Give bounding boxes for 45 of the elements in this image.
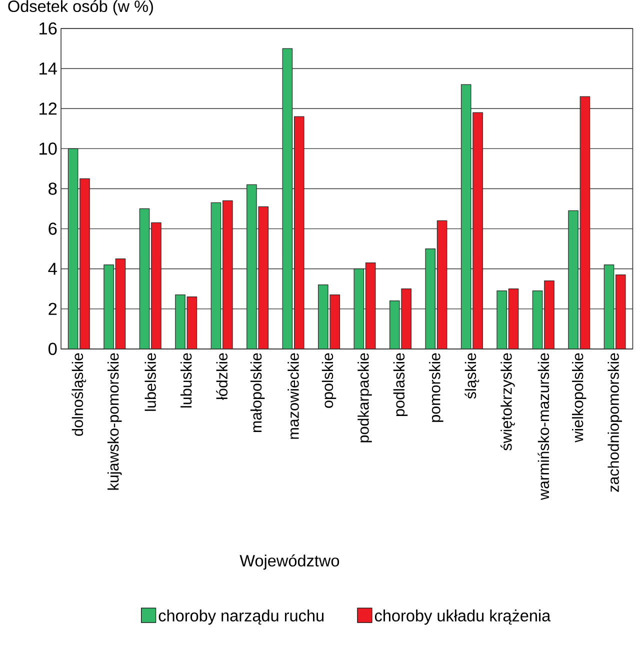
bar <box>366 262 376 349</box>
y-tick-label: 12 <box>40 102 57 115</box>
bar <box>151 222 162 349</box>
bar <box>437 220 448 349</box>
y-tick-label: 10 <box>40 142 57 155</box>
y-tick-label: 14 <box>40 62 58 74</box>
bar <box>115 258 126 349</box>
bar <box>616 274 626 349</box>
x-tick-label: lubuskie <box>180 353 192 408</box>
bar <box>472 112 484 349</box>
x-axis-title: Województwo <box>240 554 340 570</box>
x-tick-label: dolnośląskie <box>72 353 86 436</box>
x-tick-label: podlaskie <box>393 353 408 416</box>
x-tick-label: wielkopolskie <box>572 353 586 442</box>
bar <box>186 296 198 349</box>
y-tick-label: 2 <box>48 302 57 315</box>
x-tick-label: łódzkie <box>216 353 228 400</box>
x-tick-label: świętokrzyskie <box>500 353 515 450</box>
x-tick-label: małopolskie <box>250 353 265 432</box>
bar <box>508 288 519 349</box>
y-axis-title: Odsetek osób (w %) <box>8 0 154 16</box>
y-tick-label: 16 <box>40 22 57 35</box>
bar <box>80 178 90 349</box>
y-tick-label: 8 <box>48 182 57 195</box>
x-tick-label: podkarpackie <box>358 353 372 442</box>
bar <box>222 200 233 349</box>
legend-label: choroby narządu ruchu <box>158 610 324 625</box>
bar <box>258 206 269 349</box>
y-tick-label: 4 <box>48 262 58 275</box>
x-tick-label: kujawsko-pomorskie <box>108 353 122 490</box>
bar <box>544 280 554 349</box>
bar <box>401 288 412 349</box>
y-tick-label: 6 <box>48 222 57 235</box>
x-tick-label: śląskie <box>464 353 480 399</box>
bar <box>580 96 590 349</box>
legend-label: choroby układu krążenia <box>375 610 551 625</box>
x-tick-label: opolskie <box>322 353 336 408</box>
x-tick-label: warmińsko-mazurskie <box>538 353 550 500</box>
x-tick-label: zachodniopomorskie <box>608 353 622 492</box>
x-tick-label: pomorskie <box>429 353 444 422</box>
bar <box>330 294 340 349</box>
x-tick-label: mazowieckie <box>288 353 299 439</box>
y-tick-label: 0 <box>48 342 57 356</box>
x-tick-label: lubelskie <box>144 353 156 411</box>
bar <box>294 116 304 349</box>
